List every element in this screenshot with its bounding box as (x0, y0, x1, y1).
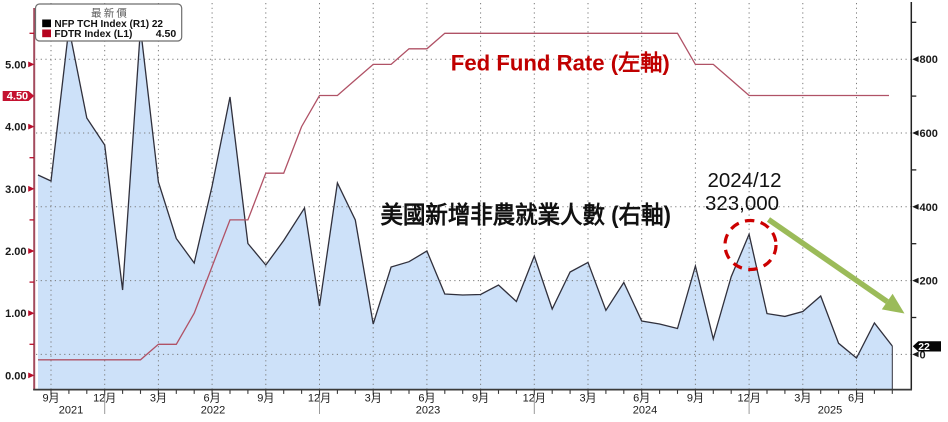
svg-text:2024: 2024 (633, 405, 657, 417)
svg-text:6月: 6月 (848, 393, 865, 405)
svg-text:0: 0 (920, 349, 926, 361)
svg-text:9月: 9月 (42, 393, 59, 405)
svg-text:2024/12: 2024/12 (707, 169, 781, 192)
svg-text:2025: 2025 (818, 405, 842, 417)
svg-text:最新價: 最新價 (91, 6, 129, 19)
svg-text:400: 400 (920, 202, 938, 214)
svg-text:4.50: 4.50 (156, 28, 177, 40)
svg-text:800: 800 (920, 54, 938, 66)
svg-text:200: 200 (920, 276, 938, 288)
svg-text:6月: 6月 (418, 393, 435, 405)
svg-text:FDTR Index (L1): FDTR Index (L1) (54, 28, 132, 40)
svg-text:3月: 3月 (365, 393, 382, 405)
svg-text:22: 22 (918, 341, 930, 353)
svg-text:3月: 3月 (150, 393, 167, 405)
svg-text:3.00: 3.00 (5, 184, 26, 196)
svg-text:2023: 2023 (416, 405, 440, 417)
svg-text:4.50: 4.50 (7, 90, 28, 102)
svg-text:2022: 2022 (201, 405, 225, 417)
svg-text:美國新增非農就業人數 (右軸): 美國新增非農就業人數 (右軸) (381, 201, 672, 229)
svg-text:323,000: 323,000 (705, 192, 779, 215)
svg-text:2021: 2021 (59, 405, 83, 417)
svg-text:6月: 6月 (633, 393, 650, 405)
svg-text:600: 600 (920, 128, 938, 140)
svg-text:2.00: 2.00 (5, 246, 26, 258)
svg-text:9月: 9月 (687, 393, 704, 405)
svg-text:3月: 3月 (579, 393, 596, 405)
svg-text:4.00: 4.00 (5, 122, 26, 134)
svg-text:NFP TCH Index (R1) 22: NFP TCH Index (R1) 22 (54, 18, 163, 30)
svg-text:Fed Fund Rate (左軸): Fed Fund Rate (左軸) (451, 51, 670, 76)
svg-text:9月: 9月 (472, 393, 489, 405)
svg-text:1.00: 1.00 (5, 308, 26, 320)
svg-text:9月: 9月 (257, 393, 274, 405)
svg-text:0.00: 0.00 (5, 370, 26, 382)
svg-text:6月: 6月 (204, 393, 221, 405)
svg-text:3月: 3月 (794, 393, 811, 405)
svg-text:5.00: 5.00 (5, 59, 26, 71)
